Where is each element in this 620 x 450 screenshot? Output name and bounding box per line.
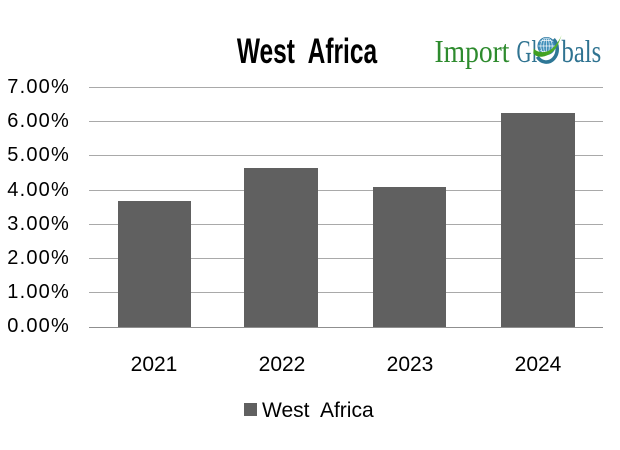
svg-text:Import: Import — [435, 34, 511, 69]
svg-text:Gl: Gl — [517, 34, 538, 70]
svg-text:bals: bals — [562, 35, 602, 70]
